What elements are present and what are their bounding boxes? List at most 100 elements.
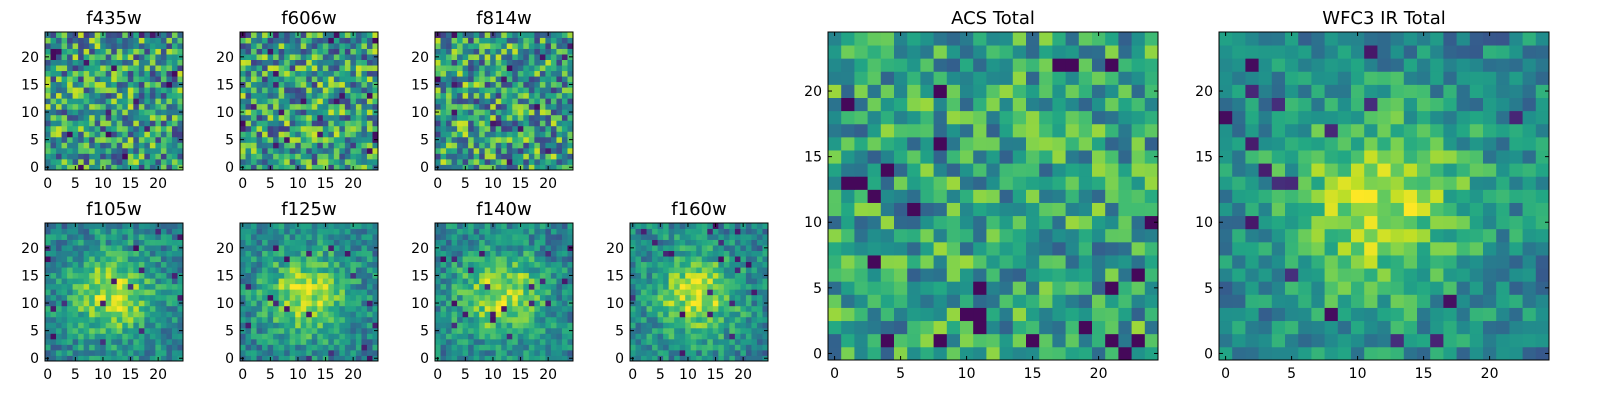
heatmap-cell <box>317 65 323 71</box>
heatmap-cell <box>51 87 57 93</box>
heatmap-cell <box>51 278 57 284</box>
heatmap-cell <box>290 43 296 49</box>
heatmap-cell <box>474 76 480 82</box>
heatmap-cell <box>251 98 257 104</box>
heatmap-cell <box>457 137 463 143</box>
heatmap-cell <box>485 104 491 110</box>
heatmap-cell <box>512 245 518 251</box>
heatmap-cell <box>707 333 713 339</box>
heatmap-cell <box>562 339 568 345</box>
heatmap-cell <box>751 300 757 306</box>
heatmap-cell <box>907 229 921 243</box>
heatmap-cell <box>155 38 161 44</box>
heatmap-cell <box>735 262 741 268</box>
heatmap-cell <box>540 43 546 49</box>
heatmap-cell <box>290 71 296 77</box>
heatmap-cell <box>78 311 84 317</box>
heatmap-cell <box>100 115 106 121</box>
heatmap-cell <box>713 251 719 257</box>
heatmap-cell <box>78 322 84 328</box>
heatmap-cell <box>490 49 496 55</box>
heatmap-cell <box>435 49 441 55</box>
heatmap-cell <box>1145 321 1159 335</box>
heatmap-cell <box>435 43 441 49</box>
heatmap-cell <box>84 98 90 104</box>
heatmap-cell <box>680 289 686 295</box>
heatmap-cell <box>545 317 551 323</box>
heatmap-cell <box>490 38 496 44</box>
heatmap-cell <box>144 295 150 301</box>
heatmap-cell <box>636 311 642 317</box>
heatmap-cell <box>339 262 345 268</box>
heatmap-cell <box>973 268 987 282</box>
heatmap-cell <box>501 137 507 143</box>
heatmap-cell <box>468 159 474 165</box>
heatmap-cell <box>545 126 551 132</box>
heatmap-cell <box>166 295 172 301</box>
heatmap-cell <box>144 289 150 295</box>
heatmap-cell <box>257 126 263 132</box>
heatmap-cell <box>746 262 752 268</box>
heatmap-cell <box>658 251 664 257</box>
heatmap-cell <box>529 339 535 345</box>
heatmap-cell <box>658 306 664 312</box>
heatmap-cell <box>323 256 329 262</box>
heatmap-cell <box>545 339 551 345</box>
heatmap-cell <box>268 49 274 55</box>
heatmap-cell <box>111 104 117 110</box>
heatmap-cell <box>1118 163 1132 177</box>
heatmap-cell <box>45 262 51 268</box>
heatmap-cell <box>317 267 323 273</box>
heatmap-cells <box>240 32 378 170</box>
heatmap-cell <box>122 317 128 323</box>
heatmap-cell <box>111 317 117 323</box>
heatmap-cell <box>100 300 106 306</box>
heatmap-cell <box>729 344 735 350</box>
heatmap-cell <box>361 339 367 345</box>
heatmap-cell <box>128 234 134 240</box>
heatmap-cell <box>868 176 882 190</box>
heatmap-cell <box>122 339 128 345</box>
heatmap-cell <box>161 273 167 279</box>
heatmap-cell <box>468 104 474 110</box>
heatmap-cell <box>507 131 513 137</box>
heatmap-cell <box>290 137 296 143</box>
heatmap-cell <box>707 234 713 240</box>
heatmap-cell <box>1066 347 1080 361</box>
heatmap-cell <box>474 234 480 240</box>
heatmap-cell <box>246 273 252 279</box>
heatmap-cell <box>652 306 658 312</box>
heatmap-cell <box>735 328 741 334</box>
heatmap-cell <box>512 142 518 148</box>
heatmap-cell <box>474 240 480 246</box>
heatmap-cell <box>707 328 713 334</box>
heatmap-cell <box>663 339 669 345</box>
heatmap-cell <box>501 82 507 88</box>
heatmap-cell <box>501 71 507 77</box>
heatmap-cell <box>122 82 128 88</box>
heatmap-cell <box>636 240 642 246</box>
heatmap-cell <box>89 137 95 143</box>
heatmap-cell <box>512 137 518 143</box>
heatmap-cell <box>534 317 540 323</box>
heatmap-cell <box>172 137 178 143</box>
heatmap-cell <box>339 256 345 262</box>
heatmap-cell <box>894 150 908 164</box>
heatmap-cell <box>356 126 362 132</box>
heatmap-cell <box>262 71 268 77</box>
heatmap-cell <box>960 321 974 335</box>
heatmap-cell <box>647 350 653 356</box>
heatmap-cell <box>262 344 268 350</box>
y-tick-label: 15 <box>216 77 234 93</box>
heatmap-cell <box>947 163 961 177</box>
heatmap-cell <box>356 251 362 257</box>
heatmap-cell <box>630 344 636 350</box>
heatmap-cell <box>312 333 318 339</box>
heatmap-cell <box>279 240 285 246</box>
heatmap-cell <box>501 333 507 339</box>
heatmap-cell <box>268 76 274 82</box>
heatmap-cell <box>474 350 480 356</box>
heatmap-cell <box>251 120 257 126</box>
heatmap-cell <box>562 87 568 93</box>
